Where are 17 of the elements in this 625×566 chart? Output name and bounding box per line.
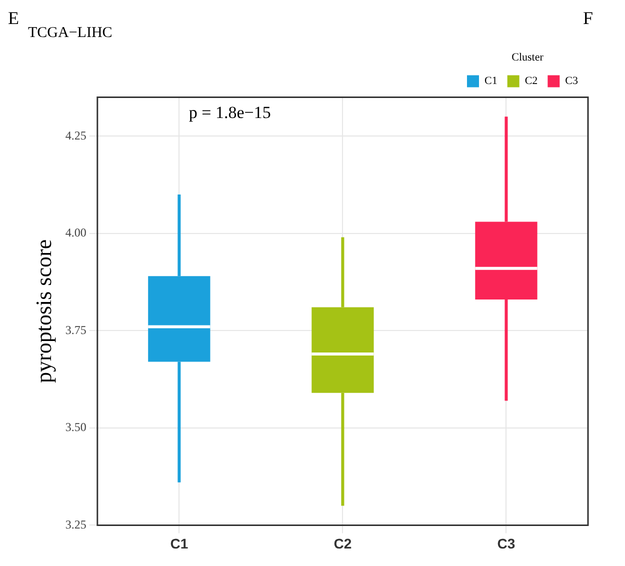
x-tick-label: C1 [170, 535, 188, 552]
y-tick-label: 4.25 [65, 128, 86, 142]
y-tick-label: 3.50 [65, 420, 86, 434]
x-tick-label: C3 [497, 535, 516, 552]
legend-title: Cluster [512, 51, 544, 64]
y-tick-label: 4.00 [65, 226, 86, 240]
text: E [8, 8, 19, 29]
legend-label: C3 [565, 75, 578, 88]
y-tick-label: 3.75 [65, 322, 86, 337]
x-tick-label: C2 [334, 535, 352, 552]
y-tick-label: 3.25 [65, 517, 86, 532]
legend-label: C1 [484, 75, 498, 88]
y-axis-title: pyroptosis score [30, 239, 56, 383]
chart-title: TCGA−LIHC [28, 24, 112, 41]
legend-label: C2 [524, 75, 538, 88]
annotation: p = 1.8e−15 [188, 103, 271, 122]
text: F [583, 8, 594, 29]
